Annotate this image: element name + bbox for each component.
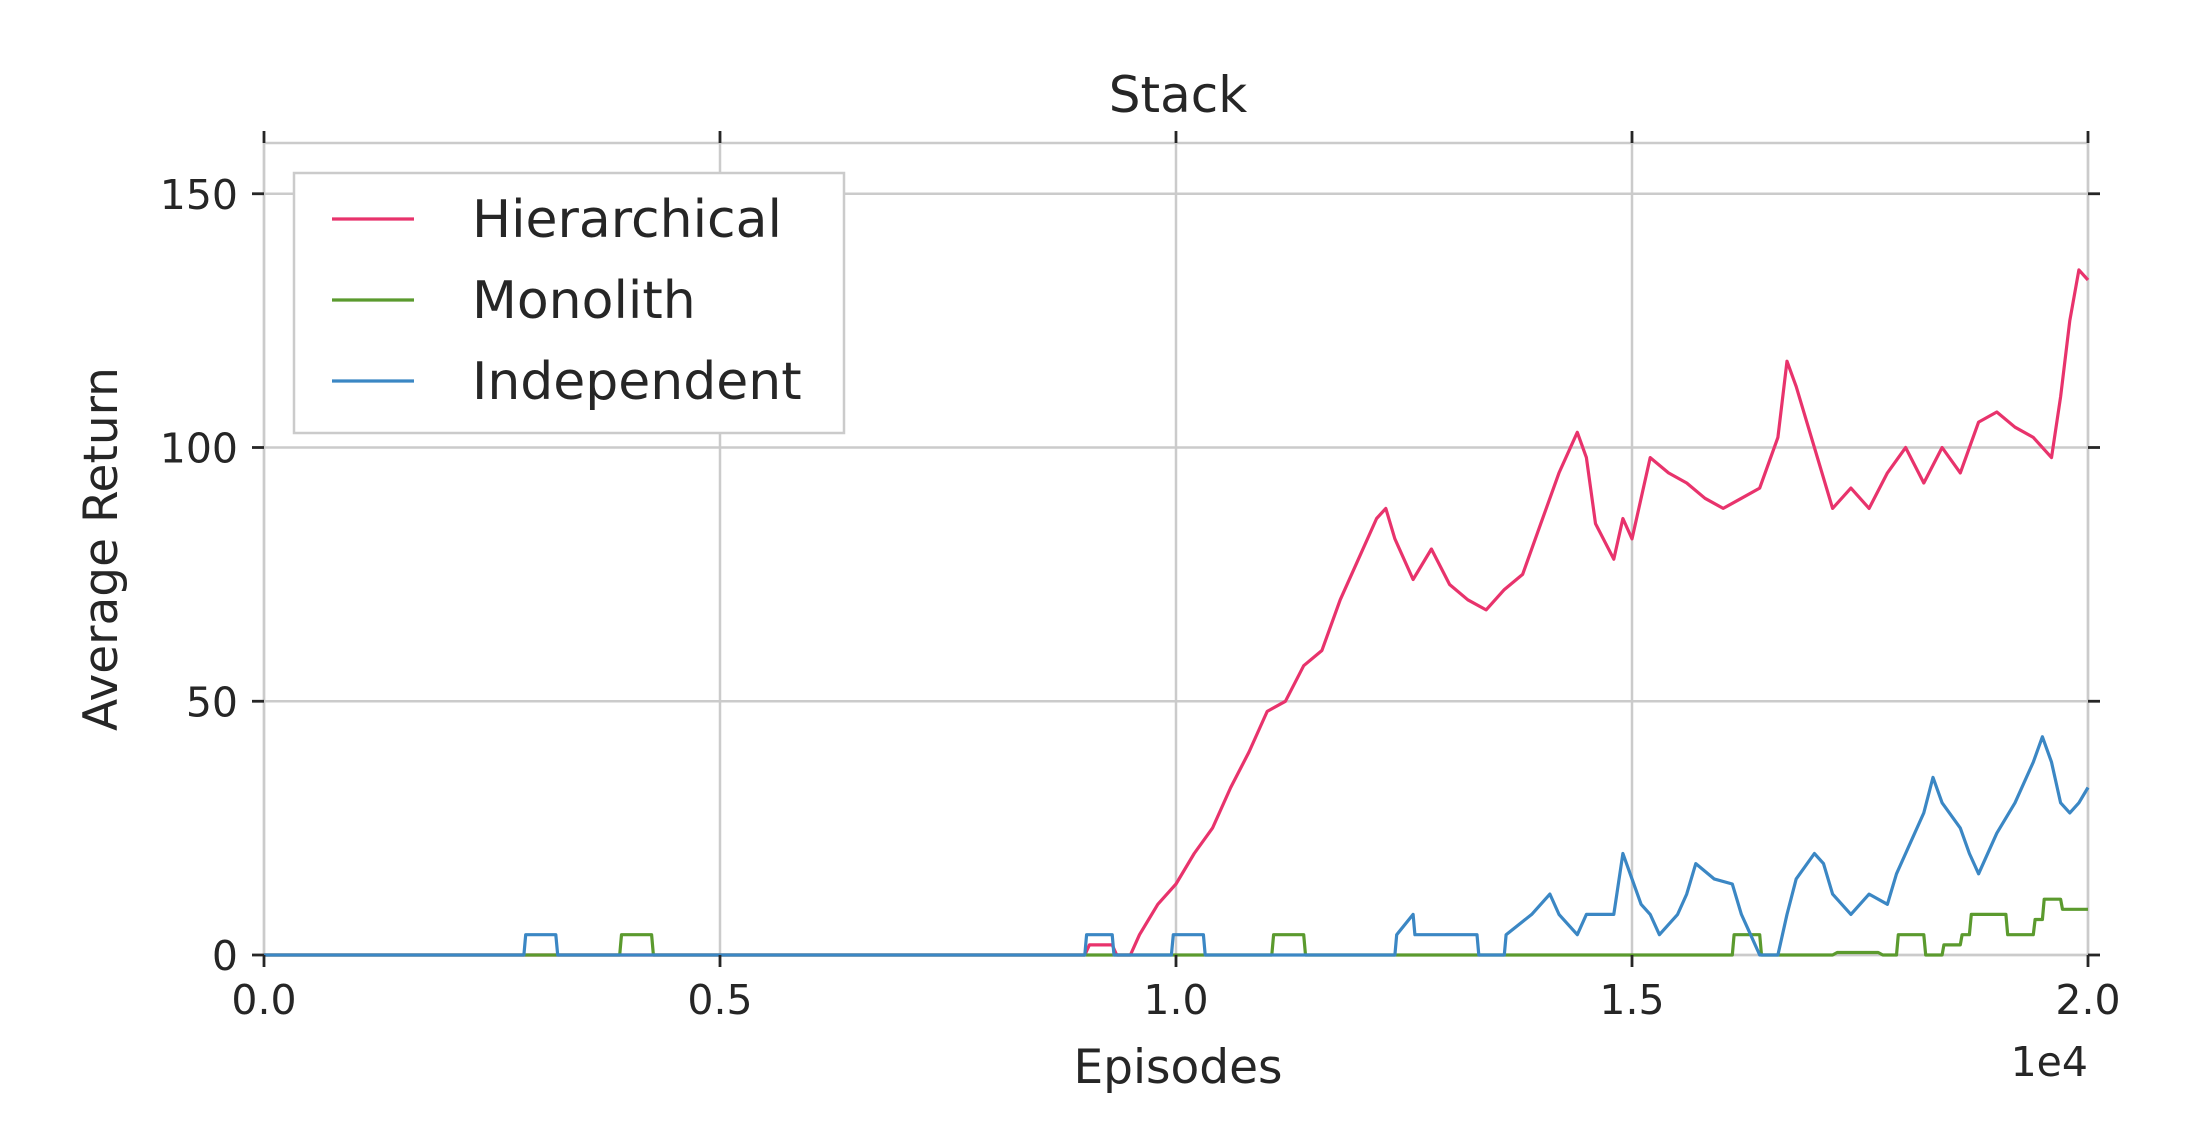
legend-label-monolith: Monolith: [472, 271, 696, 331]
x-axis-label: Episodes: [1073, 1040, 1282, 1095]
series-lines: [264, 268, 2090, 957]
x-tick-label: 0.5: [687, 976, 752, 1024]
series-line-independent: [264, 735, 2090, 957]
x-tick-label: 1.0: [1143, 976, 1208, 1024]
y-tick-label: 150: [160, 171, 238, 219]
x-tick-label: 2.0: [2055, 976, 2120, 1024]
series-line-monolith: [264, 897, 2088, 957]
axis-ticks: [252, 131, 2100, 967]
x-tick-label: 1.5: [1599, 976, 1664, 1024]
chart-title: Stack: [1109, 66, 1247, 124]
x-tick-label: 0.0: [231, 976, 296, 1024]
y-axis-label: Average Return: [74, 367, 129, 731]
y-tick-label: 0: [212, 932, 238, 980]
legend-box: [292, 171, 846, 435]
x-axis-offset-label: 1e4: [2011, 1038, 2088, 1086]
y-tick-label: 50: [186, 678, 238, 726]
legend-label-hierarchical: Hierarchical: [472, 190, 782, 250]
y-tick-label: 100: [160, 425, 238, 473]
legend: Hierarchical Monolith Independent: [292, 171, 846, 435]
series-line-hierarchical: [264, 268, 2090, 957]
legend-label-independent: Independent: [472, 352, 802, 412]
